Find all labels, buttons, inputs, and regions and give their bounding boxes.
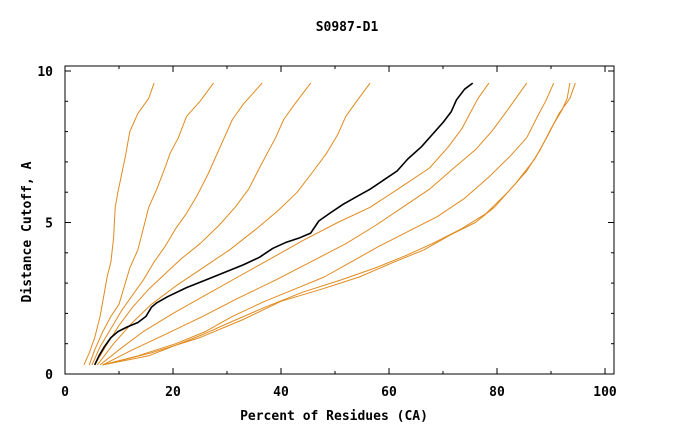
x-tick-label: 100 xyxy=(593,385,617,400)
x-tick-label: 20 xyxy=(165,385,181,400)
x-axis-label: Percent of Residues (CA) xyxy=(240,409,428,424)
tick-layer: 0 20 40 60 80 100 0 5 10 xyxy=(37,65,617,400)
y-tick-label: 0 xyxy=(45,368,53,383)
series-line-7 xyxy=(102,82,555,366)
y-tick-label: 10 xyxy=(37,65,53,80)
series-line-3 xyxy=(94,82,312,366)
series-line-8 xyxy=(102,83,571,366)
plot-frame xyxy=(64,65,615,375)
chart-title: S0987-D1 xyxy=(316,20,379,35)
y-axis-label: Distance Cutoff, A xyxy=(20,161,35,302)
series-line-2 xyxy=(91,82,263,366)
series-line-5 xyxy=(99,82,490,366)
series-line-6 xyxy=(102,82,528,366)
series-line-1 xyxy=(88,82,214,366)
series-line-9 xyxy=(102,82,576,366)
series-line-highlight xyxy=(93,82,474,366)
series-line-0 xyxy=(83,82,155,366)
x-tick-label: 60 xyxy=(381,385,397,400)
x-tick-label: 80 xyxy=(489,385,505,400)
y-tick-label: 5 xyxy=(45,217,53,232)
series-line-4 xyxy=(97,82,371,366)
x-tick-label: 0 xyxy=(61,385,69,400)
series-layer xyxy=(83,82,576,366)
x-tick-label: 40 xyxy=(273,385,289,400)
